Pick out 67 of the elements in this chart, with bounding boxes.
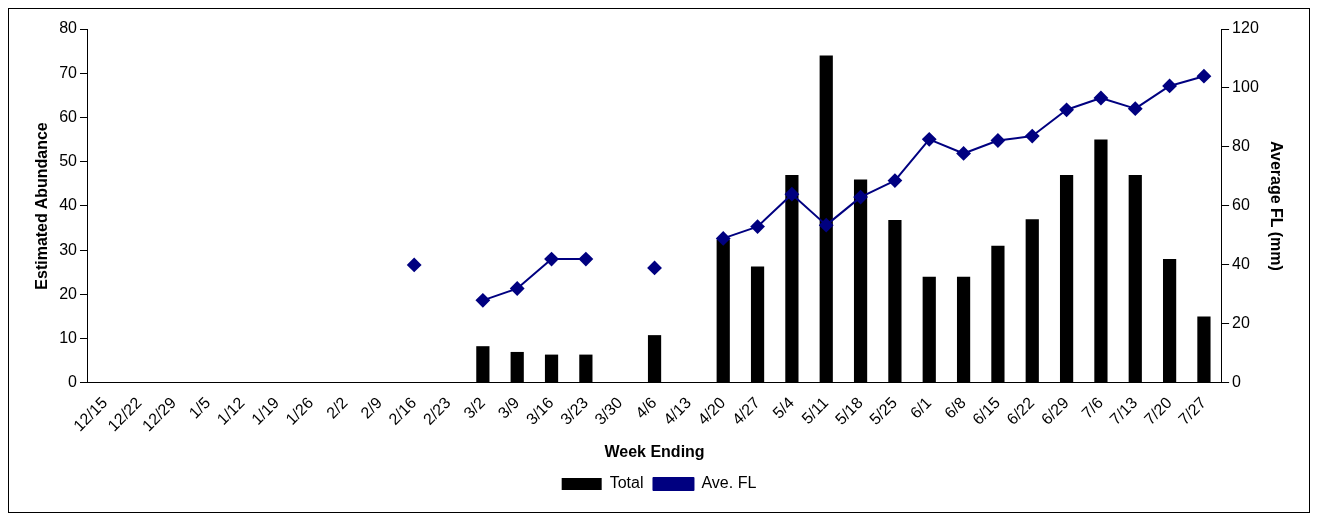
x-tick-label: 3/16: [522, 393, 557, 428]
point: [407, 257, 422, 272]
x-tick-label: 2/23: [419, 393, 454, 428]
y-axis-title: Estimated Abundance: [33, 122, 51, 290]
y-tick-label: 40: [59, 196, 78, 214]
point: [853, 190, 868, 205]
point: [647, 260, 662, 275]
x-tick-label: 6/22: [1003, 393, 1038, 428]
x-tick-label: 3/23: [557, 393, 592, 428]
x-tick-label: 7/13: [1106, 393, 1141, 428]
point: [510, 281, 525, 296]
point: [544, 252, 559, 267]
x-tick-label: 4/20: [694, 393, 729, 428]
x-tick-label: 5/4: [769, 393, 798, 422]
x-tick-label: 6/1: [906, 393, 935, 422]
point: [578, 252, 593, 267]
y-tick-label: 70: [59, 63, 78, 81]
point: [990, 133, 1005, 148]
x-tick-label: 5/18: [831, 393, 866, 428]
x-tick-label: 6/15: [969, 393, 1004, 428]
point: [1025, 129, 1040, 144]
x-tick-label: 6/29: [1037, 393, 1072, 428]
point: [716, 231, 731, 246]
x-tick-label: 4/6: [632, 393, 660, 422]
y2-tick-label: 20: [1232, 314, 1250, 332]
x-tick-label: 5/11: [798, 393, 832, 428]
x-tick-label: 3/30: [591, 393, 626, 428]
y2-tick-label: 40: [1232, 255, 1250, 273]
x-tick-label: 7/6: [1078, 393, 1107, 422]
y2-tick-label: 0: [1232, 373, 1242, 391]
x-tick-label: 3/2: [460, 393, 489, 422]
point: [784, 187, 799, 202]
y2-axis-title: Average FL (mm): [1267, 141, 1285, 271]
x-tick-label: 3/9: [494, 393, 523, 422]
y-tick-label: 80: [59, 19, 78, 37]
point: [922, 132, 937, 147]
point: [956, 146, 971, 161]
point: [1196, 69, 1211, 84]
y-tick-label: 50: [59, 152, 78, 170]
point: [887, 173, 902, 188]
point: [819, 218, 834, 233]
legend-label: Total: [609, 474, 644, 492]
point: [1128, 101, 1143, 116]
point: [1059, 102, 1074, 117]
x-tick-label: 2/9: [357, 393, 386, 422]
y2-tick-label: 80: [1232, 137, 1250, 155]
x-tick-label: 6/8: [941, 393, 969, 422]
point: [1093, 91, 1108, 106]
y-tick-label: 10: [59, 329, 78, 347]
y2-tick-label: 120: [1232, 19, 1259, 37]
x-tick-label: 5/25: [866, 393, 901, 428]
x-tick-label: 7/20: [1140, 393, 1175, 428]
legend-label: Ave. FL: [701, 474, 757, 492]
y2-tick-label: 100: [1232, 78, 1259, 96]
point: [750, 219, 765, 234]
y-tick-label: 30: [59, 240, 78, 258]
y-tick-label: 20: [59, 284, 78, 302]
x-axis-title: Week Ending: [604, 442, 705, 460]
point: [1162, 78, 1177, 93]
x-tick-label: 1/19: [248, 393, 283, 428]
x-tick-label: 2/2: [323, 393, 351, 422]
x-tick-label: 1/5: [185, 393, 214, 422]
x-tick-label: 4/13: [660, 393, 695, 428]
y-tick-label: 0: [68, 373, 78, 391]
point: [475, 293, 490, 308]
y-tick-label: 60: [59, 107, 78, 125]
y2-tick-label: 60: [1232, 196, 1250, 214]
